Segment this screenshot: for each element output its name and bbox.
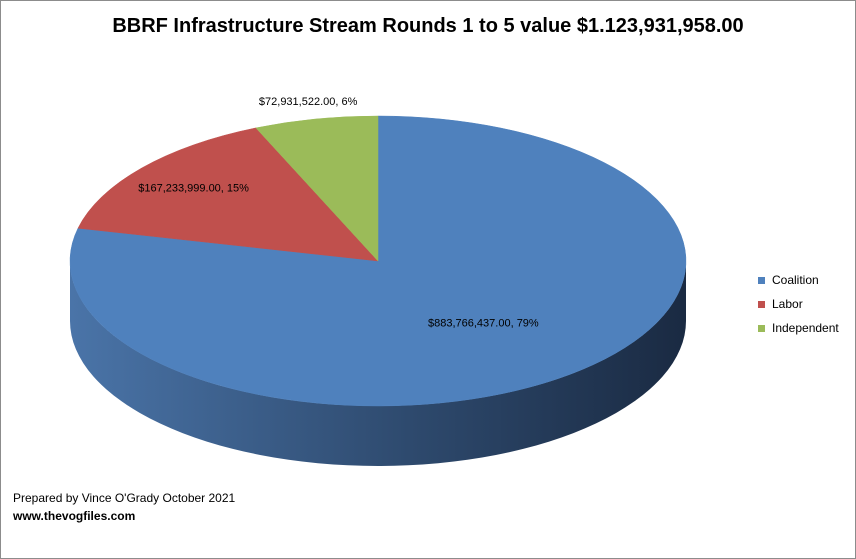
data-label-coalition: $883,766,437.00, 79% xyxy=(428,317,539,329)
data-label-independent: $72,931,522.00, 6% xyxy=(259,96,358,108)
prepared-by-text: Prepared by Vince O'Grady October 2021 xyxy=(13,491,236,505)
pie-slice-coalition[interactable] xyxy=(69,115,687,407)
pie-slice-independent[interactable] xyxy=(255,115,379,262)
legend-item-coalition[interactable]: Coalition xyxy=(758,268,839,292)
data-label-labor: $167,233,999.00, 15% xyxy=(138,182,249,194)
legend-label-independent: Independent xyxy=(772,321,839,335)
legend-item-independent[interactable]: Independent xyxy=(758,316,839,340)
pie-slice-labor[interactable] xyxy=(77,127,379,262)
pie-side-coalition xyxy=(70,261,686,466)
chart-title: BBRF Infrastructure Stream Rounds 1 to 5… xyxy=(112,15,744,37)
legend-label-labor: Labor xyxy=(772,297,803,311)
legend-swatch-labor xyxy=(758,300,765,308)
legend-label-coalition: Coalition xyxy=(772,273,819,287)
legend: Coalition Labor Independent xyxy=(758,268,839,340)
legend-item-labor[interactable]: Labor xyxy=(758,292,839,316)
legend-swatch-coalition xyxy=(758,276,765,284)
website-link[interactable]: www.thevogfiles.com xyxy=(13,509,136,523)
legend-swatch-independent xyxy=(758,324,765,332)
credits: Prepared by Vince O'Grady October 2021 w… xyxy=(13,489,235,525)
